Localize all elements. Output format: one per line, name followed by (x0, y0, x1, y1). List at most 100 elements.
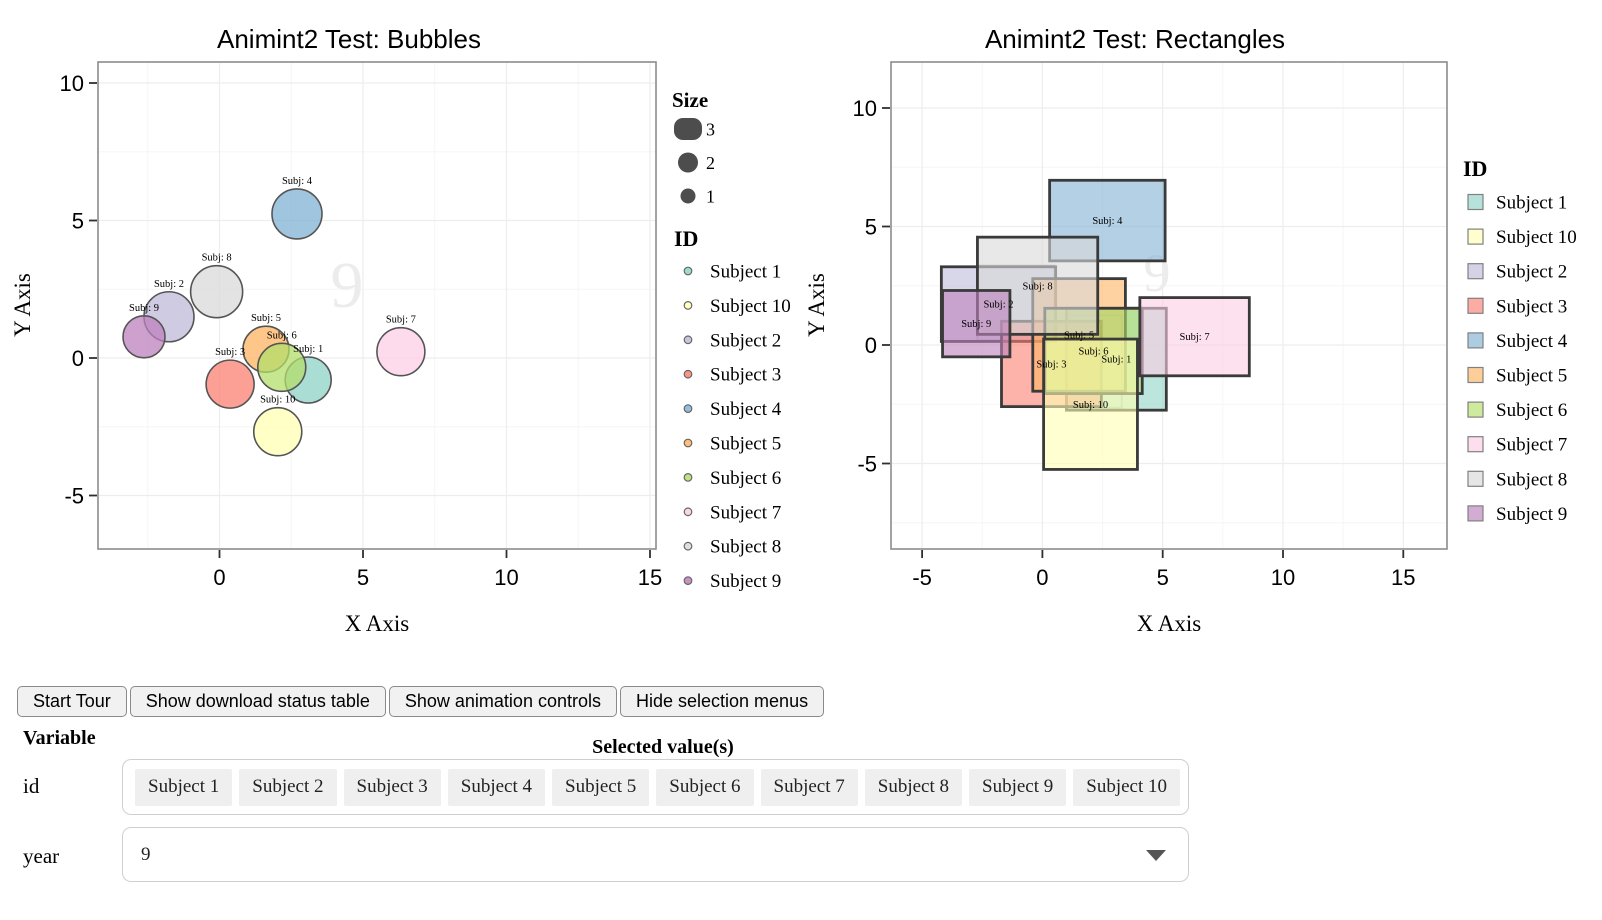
rect-subject-10[interactable] (1042, 337, 1139, 471)
bubbles-id-legend-label-subject-9[interactable]: Subject 9 (710, 571, 781, 592)
bubble-subject-4[interactable] (271, 188, 323, 240)
year-selected-value: 9 (141, 843, 151, 865)
rects-id-legend-label-subject-10[interactable]: Subject 10 (1496, 227, 1577, 248)
bubbles-id-legend-swatch-subject-10[interactable] (683, 301, 693, 310)
id-chip-subject-6[interactable]: Subject 6 (656, 768, 754, 806)
id-chip-subject-8[interactable]: Subject 8 (864, 768, 962, 806)
bubble-label-subject-6: Subj: 6 (267, 330, 297, 341)
start-tour-button[interactable]: Start Tour (17, 686, 127, 717)
size-legend: Size 3 2 1 (672, 88, 715, 207)
y-tick-label: 0 (72, 346, 84, 371)
rects-id-legend-label-subject-3[interactable]: Subject 3 (1496, 296, 1567, 317)
id-chip-subject-9[interactable]: Subject 9 (969, 768, 1067, 806)
rects-id-legend-swatch-subject-7[interactable] (1467, 436, 1484, 453)
bubble-subject-10[interactable] (252, 406, 303, 457)
rects-id-legend-label-subject-6[interactable]: Subject 6 (1496, 400, 1567, 421)
hide-selection-menus-button[interactable]: Hide selection menus (619, 686, 825, 717)
rects-id-legend-swatch-subject-3[interactable] (1467, 297, 1484, 314)
rect-label-subject-7: Subj: 7 (1180, 332, 1210, 343)
rectangles-title: Animint2 Test: Rectangles (985, 24, 1285, 54)
rect-subject-9[interactable] (941, 289, 1012, 359)
year-select[interactable]: 9 (122, 827, 1189, 882)
rects-id-legend-label-subject-5[interactable]: Subject 5 (1496, 366, 1567, 387)
y-tick-label: -5 (857, 452, 877, 477)
bubbles-id-legend-label-subject-3[interactable]: Subject 3 (710, 365, 781, 386)
rects-id-legend-swatch-subject-4[interactable] (1467, 332, 1484, 349)
id-variable-label: id (23, 774, 40, 798)
x-tick-label: 5 (357, 565, 369, 590)
bubbles-id-legend-label-subject-6[interactable]: Subject 6 (710, 468, 781, 489)
bubbles-id-legend-label-subject-7[interactable]: Subject 7 (710, 502, 781, 523)
bubbles-id-legend-label-subject-10[interactable]: Subject 10 (710, 296, 791, 317)
rect-subject-7[interactable] (1138, 296, 1251, 378)
rects-id-legend-swatch-subject-1[interactable] (1467, 193, 1484, 211)
y-tick-label: 10 (853, 96, 877, 121)
bubbles-id-legend-swatch-subject-4[interactable] (683, 404, 693, 414)
size-legend-title: Size (672, 88, 708, 112)
id-chip-subject-4[interactable]: Subject 4 (447, 768, 545, 806)
y-tick-label: 5 (865, 215, 877, 240)
id-chip-subject-2[interactable]: Subject 2 (239, 768, 337, 806)
x-tick-label: 10 (494, 565, 518, 590)
bubbles-id-legend-swatch-subject-8[interactable] (683, 541, 693, 551)
size-legend-label-1: 1 (706, 187, 715, 207)
size-legend-glyph-3 (674, 118, 702, 140)
rect-label-subject-10: Subj: 10 (1073, 400, 1108, 411)
rect-label-subject-3: Subj: 3 (1036, 359, 1066, 370)
id-chip-subject-3[interactable]: Subject 3 (343, 768, 441, 806)
year-variable-label: year (23, 844, 60, 868)
rects-id-legend-swatch-subject-5[interactable] (1467, 366, 1484, 384)
rects-id-legend-label-subject-2[interactable]: Subject 2 (1496, 262, 1567, 283)
chevron-down-icon (1146, 849, 1166, 861)
size-legend-glyph-1 (680, 188, 696, 204)
id-chip-subject-10[interactable]: Subject 10 (1073, 768, 1180, 806)
bubbles-id-legend-swatch-subject-7[interactable] (683, 507, 693, 517)
bubbles-id-legend-label-subject-1[interactable]: Subject 1 (710, 262, 781, 283)
bubble-subject-9[interactable] (122, 315, 166, 359)
rect-label-subject-8: Subj: 8 (1023, 281, 1053, 292)
id-chip-subject-5[interactable]: Subject 5 (552, 768, 650, 806)
size-legend-label-3: 3 (706, 120, 715, 140)
rects-id-legend-title: ID (1463, 156, 1487, 181)
show-download-status-button[interactable]: Show download status table (129, 686, 386, 717)
x-tick-label: 15 (638, 565, 662, 590)
bubbles-title: Animint2 Test: Bubbles (217, 24, 481, 54)
bubbles-id-legend-title: ID (674, 226, 698, 251)
bubbles-id-legend-swatch-subject-6[interactable] (683, 473, 693, 482)
x-tick-label: 15 (1391, 565, 1415, 590)
bubbles-id-legend-swatch-subject-2[interactable] (683, 335, 693, 345)
bubble-subject-3[interactable] (205, 359, 255, 409)
rects-id-legend-swatch-subject-2[interactable] (1467, 263, 1484, 280)
rects-id-legend-swatch-subject-6[interactable] (1467, 401, 1484, 418)
rects-id-legend-label-subject-8[interactable]: Subject 8 (1496, 469, 1567, 490)
bubbles-id-legend-label-subject-4[interactable]: Subject 4 (710, 399, 782, 420)
rects-id-legend-swatch-subject-10[interactable] (1467, 228, 1484, 245)
rects-id-legend-label-subject-1[interactable]: Subject 1 (1496, 193, 1567, 214)
id-chip-subject-7[interactable]: Subject 7 (760, 768, 858, 806)
bubble-subject-6[interactable] (256, 342, 307, 393)
toolbar: Start Tour Show download status table Sh… (17, 686, 825, 717)
id-chip-subject-1[interactable]: Subject 1 (135, 768, 233, 806)
y-tick-label: 5 (72, 209, 84, 234)
bubbles-id-legend-label-subject-8[interactable]: Subject 8 (710, 537, 781, 558)
rects-id-legend-label-subject-7[interactable]: Subject 7 (1496, 435, 1567, 456)
bubbles-id-legend-label-subject-2[interactable]: Subject 2 (710, 330, 781, 351)
bubble-subject-8[interactable] (189, 264, 244, 319)
y-tick-label: 0 (865, 333, 877, 358)
bubble-subject-7[interactable] (376, 326, 426, 377)
bubbles-id-legend-swatch-subject-9[interactable] (683, 576, 693, 585)
bubbles-id-legend-swatch-subject-1[interactable] (683, 266, 693, 276)
show-animation-controls-button[interactable]: Show animation controls (388, 686, 617, 717)
rect-label-subject-2: Subj: 2 (983, 300, 1013, 311)
bubbles-id-legend-swatch-subject-5[interactable] (683, 438, 693, 448)
bubbles-id-legend-label-subject-5[interactable]: Subject 5 (710, 434, 781, 455)
rects-id-legend-label-subject-4[interactable]: Subject 4 (1496, 331, 1568, 352)
rects-id-legend-swatch-subject-9[interactable] (1467, 505, 1484, 522)
bubble-label-subject-7: Subj: 7 (386, 315, 416, 326)
bubbles-plot: 9 Subj: 1 Subj: 2 Subj: 3 Subj: 4 Subj: 5 Subj… (10, 24, 662, 636)
variable-header: Variable (23, 727, 96, 749)
bubble-label-subject-8: Subj: 8 (202, 253, 232, 264)
rects-id-legend-label-subject-9[interactable]: Subject 9 (1496, 504, 1567, 525)
rects-id-legend-swatch-subject-8[interactable] (1467, 470, 1484, 487)
bubbles-id-legend-swatch-subject-3[interactable] (683, 369, 693, 379)
